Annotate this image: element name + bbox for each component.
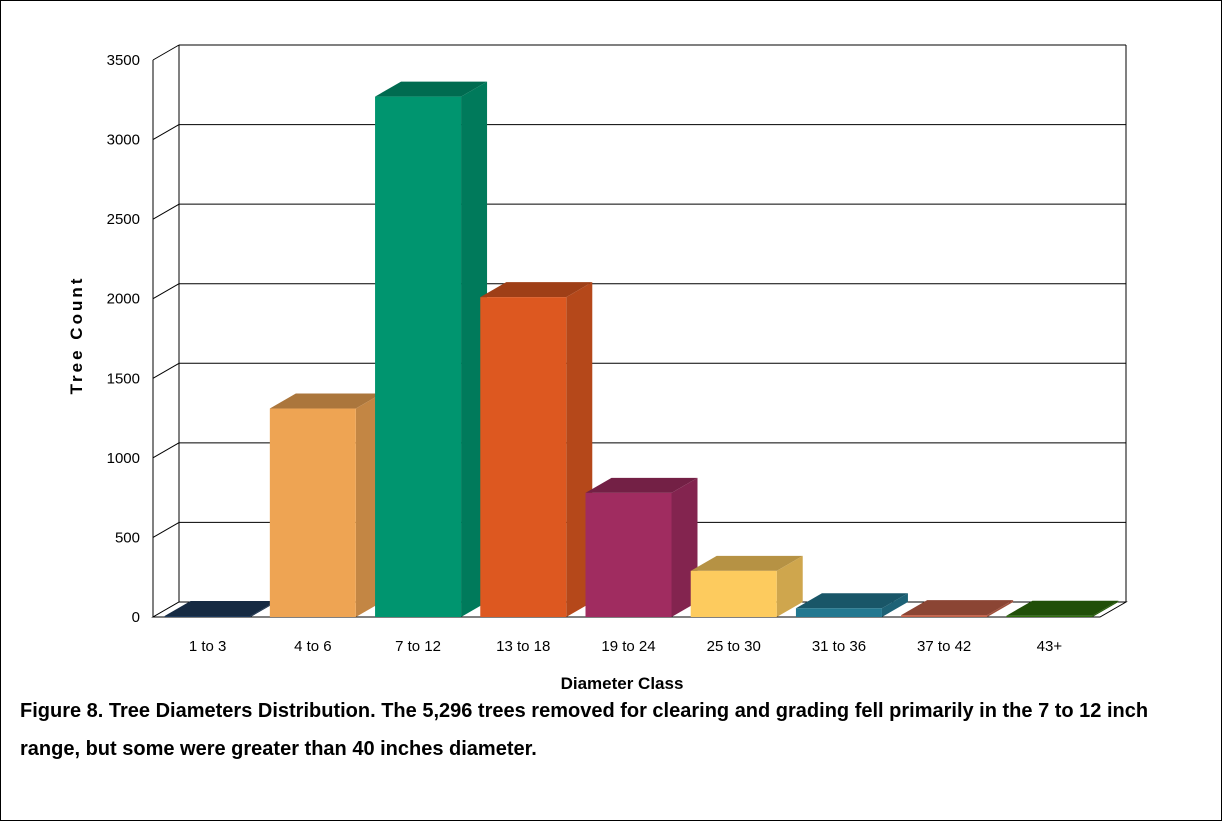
bar-side-6	[881, 593, 908, 617]
x-tick-label: 7 to 12	[395, 638, 441, 655]
gridline-side-1	[152, 521, 180, 538]
bar-side-5	[776, 555, 803, 617]
bar-4	[585, 492, 672, 617]
bar-1	[269, 408, 356, 617]
bar-0	[164, 616, 251, 617]
bar-top-7	[901, 600, 1014, 616]
bar-top-2	[375, 81, 488, 97]
bar-top-0	[164, 601, 277, 616]
y-tick-label: 1500	[107, 370, 140, 387]
x-tick-label: 31 to 36	[812, 638, 866, 655]
y-tick-label: 2500	[107, 211, 140, 228]
y-tick-label: 2000	[107, 291, 140, 308]
gridline-side-7	[152, 44, 180, 61]
bar-5	[690, 570, 777, 617]
y-axis-title: Tree Count	[67, 276, 86, 395]
x-tick-label: 13 to 18	[496, 638, 550, 655]
y-tick-label: 0	[132, 609, 140, 626]
x-tick-label: 37 to 42	[917, 638, 971, 655]
gridline-side-3	[152, 362, 180, 379]
y-tick-label: 3000	[107, 132, 140, 149]
gridline-side-4	[152, 283, 180, 300]
x-tick-label: 19 to 24	[601, 638, 655, 655]
bar-top-3	[480, 282, 593, 298]
y-tick-label: 3500	[107, 52, 140, 69]
bar-top-5	[690, 555, 803, 571]
bar-6	[795, 608, 882, 617]
bar-2	[375, 96, 462, 618]
bar-side-8	[1092, 600, 1119, 617]
x-axis-title: Diameter Class	[561, 674, 684, 690]
x-tick-label: 43+	[1037, 638, 1063, 655]
bar-7	[901, 615, 988, 617]
bar-8	[1006, 615, 1093, 617]
gridline-side-2	[152, 442, 180, 459]
bar-top-1	[269, 393, 382, 409]
bar-top-4	[585, 477, 698, 493]
bar-side-7	[987, 600, 1014, 617]
gridline-side-6	[152, 124, 180, 141]
bar-top-8	[1006, 600, 1119, 616]
y-tick-label: 500	[115, 529, 140, 546]
bar-3	[480, 297, 567, 617]
x-tick-label: 4 to 6	[294, 638, 332, 655]
x-tick-label: 25 to 30	[707, 638, 761, 655]
x-tick-label: 1 to 3	[189, 638, 227, 655]
y-tick-label: 1000	[107, 450, 140, 467]
bar-top-6	[795, 593, 908, 609]
gridline-side-5	[152, 203, 180, 220]
bar-chart: 0 500 1000 1500 2000 2500 3000 3500 1 to 3 4 to 6…	[67, 44, 1128, 690]
figure-caption: Figure 8. Tree Diameters Distribution. T…	[20, 700, 1149, 760]
